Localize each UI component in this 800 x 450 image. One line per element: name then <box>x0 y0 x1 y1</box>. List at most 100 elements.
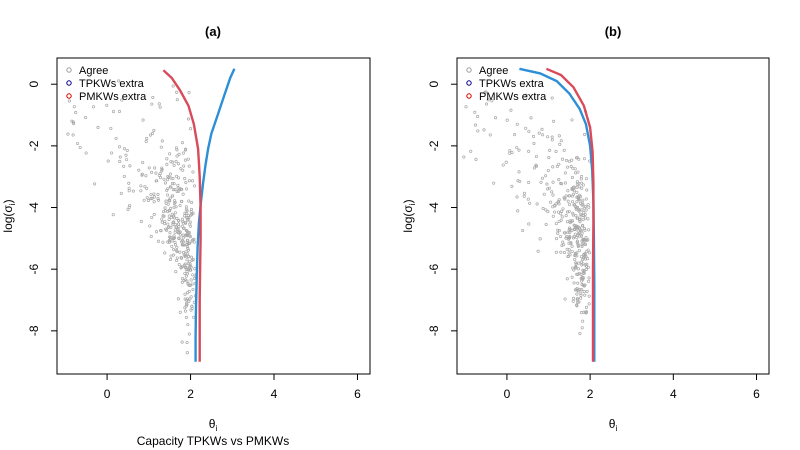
y-tick-label: 0 <box>427 81 441 88</box>
panel-b-x-label: θi <box>609 417 618 433</box>
agree-point <box>551 180 555 184</box>
agree-point <box>486 98 490 102</box>
panel-a-x-ticks: 0 2 4 6 <box>104 374 361 401</box>
agree-point <box>551 165 555 169</box>
agree-point <box>78 145 82 149</box>
agree-point <box>576 242 580 246</box>
agree-point <box>550 190 554 194</box>
agree-point <box>561 157 565 161</box>
agree-point <box>557 162 561 166</box>
panel-b-x-ticks: 0 2 4 6 <box>504 374 760 401</box>
agree-point <box>143 185 147 189</box>
agree-point <box>185 187 189 191</box>
agree-point <box>128 164 132 168</box>
agree-point <box>124 153 128 157</box>
agree-point <box>527 129 531 133</box>
agree-point <box>580 277 584 281</box>
agree-point <box>537 131 541 135</box>
agree-point <box>171 253 176 257</box>
agree-point <box>182 164 186 168</box>
agree-point <box>163 251 167 255</box>
agree-point <box>566 199 570 203</box>
agree-point <box>168 231 172 235</box>
agree-point <box>187 179 191 183</box>
agree-point <box>173 228 177 232</box>
agree-point <box>560 209 564 213</box>
agree-point <box>148 133 153 137</box>
agree-point <box>159 145 163 149</box>
agree-point <box>185 303 189 307</box>
agree-point <box>587 279 591 283</box>
agree-point <box>127 181 131 185</box>
agree-point <box>581 183 585 187</box>
y-tick-label: -6 <box>27 264 41 275</box>
y-tick-label: -6 <box>427 264 441 275</box>
agree-point <box>550 138 554 142</box>
agree-point <box>183 158 187 162</box>
agree-point <box>139 184 143 188</box>
agree-point <box>544 208 548 212</box>
agree-point <box>125 158 129 162</box>
panel-a-series-lines <box>162 68 236 362</box>
agree-point <box>185 244 189 249</box>
agree-point <box>127 186 131 190</box>
agree-point <box>175 256 179 260</box>
agree-point <box>176 222 181 226</box>
agree-point <box>527 149 531 153</box>
agree-point <box>567 228 571 232</box>
agree-point <box>178 250 182 254</box>
y-tick-label: -4 <box>427 202 441 213</box>
agree-point <box>181 233 185 237</box>
agree-point <box>177 263 181 267</box>
panel-b-plot-frame <box>456 57 770 375</box>
agree-point <box>531 134 536 138</box>
agree-point <box>573 167 577 171</box>
agree-point <box>573 265 578 269</box>
agree-point <box>552 119 556 123</box>
agree-point <box>176 183 180 187</box>
agree-point <box>578 208 582 212</box>
agree-point <box>577 248 581 253</box>
agree-point <box>186 252 190 256</box>
agree-point <box>170 244 174 248</box>
agree-point <box>174 160 178 164</box>
agree-point <box>581 256 586 260</box>
agree-point <box>169 225 173 229</box>
panel-a-y-ticks: 0 -2 -4 -6 -8 <box>27 81 57 336</box>
agree-point <box>579 293 583 297</box>
agree-point <box>168 257 173 262</box>
agree-point <box>579 296 583 300</box>
agree-point <box>577 261 581 265</box>
legend-label: PMKWs extra <box>79 91 147 103</box>
agree-point <box>173 240 177 244</box>
agree-point <box>156 197 160 201</box>
agree-point <box>72 105 76 109</box>
agree-point <box>122 147 126 151</box>
agree-point <box>181 236 185 240</box>
agree-point <box>527 180 531 185</box>
agree-point <box>191 179 195 183</box>
agree-point <box>149 234 153 239</box>
agree-point <box>166 193 170 197</box>
agree-point <box>582 206 586 210</box>
agree-point <box>579 255 584 259</box>
agree-point <box>71 133 75 137</box>
agree-point <box>141 160 145 165</box>
agree-point <box>582 271 586 275</box>
agree-point <box>570 249 574 254</box>
x-tick-label: 6 <box>753 387 760 401</box>
agree-point <box>174 225 178 229</box>
agree-point <box>580 234 584 238</box>
agree-point <box>183 176 187 180</box>
agree-point <box>535 202 539 206</box>
agree-point <box>587 205 591 209</box>
agree-point <box>557 219 561 224</box>
agree-point <box>184 205 188 209</box>
agree-point <box>560 215 564 219</box>
agree-point <box>558 234 563 239</box>
agree-point <box>567 209 571 214</box>
agree-point <box>509 108 513 112</box>
agree-point <box>165 157 169 161</box>
